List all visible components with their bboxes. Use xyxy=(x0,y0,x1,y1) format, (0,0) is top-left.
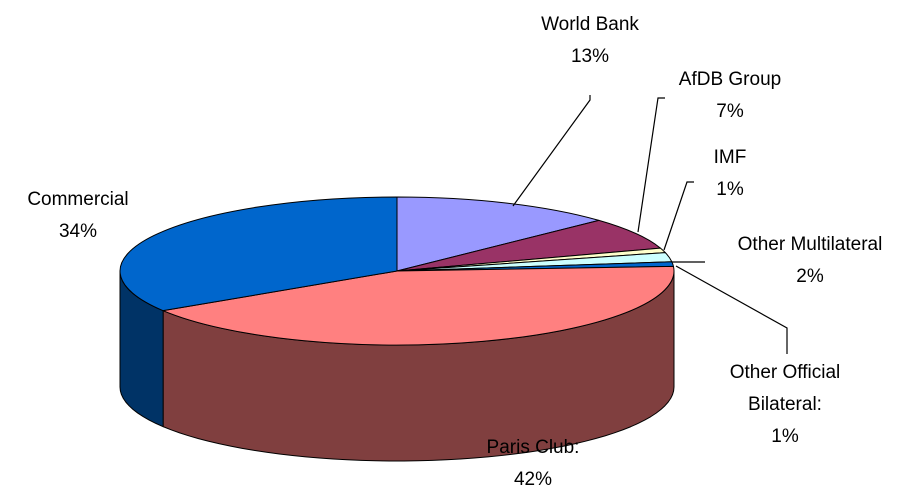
leader-lines xyxy=(512,95,788,354)
slice-label-other-official-bilateral: Other Official Bilateral: 1% xyxy=(730,362,841,447)
slice-label-paris-club: Paris Club: 42% xyxy=(487,437,580,490)
pie-slice-world-bank xyxy=(396,196,600,272)
leader-line-other-official-bilateral xyxy=(675,265,788,354)
slice-label-other-multilateral: Other Multilateral 2% xyxy=(738,234,883,287)
slice-label-world-bank: World Bank 13% xyxy=(541,14,639,67)
pie-slice-afdb-group xyxy=(396,219,661,272)
slice-label-afdb-group: AfDB Group 7% xyxy=(679,69,781,122)
leader-line-afdb-group xyxy=(637,97,665,233)
slice-label-imf: IMF 1% xyxy=(714,147,747,200)
leader-line-world-bank xyxy=(512,95,591,207)
pie-slice-commercial xyxy=(119,196,398,312)
slice-label-commercial: Commercial 34% xyxy=(27,189,128,242)
slice-labels: World Bank 13% AfDB Group 7% IMF 1% Other Mult… xyxy=(27,14,882,490)
leader-line-imf xyxy=(663,181,694,251)
pie-tops xyxy=(119,196,675,346)
pie-slice-paris-club xyxy=(162,265,675,346)
